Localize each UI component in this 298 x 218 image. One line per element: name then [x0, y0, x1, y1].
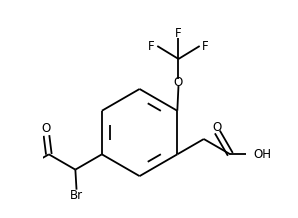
- Text: F: F: [202, 39, 209, 53]
- Text: O: O: [42, 122, 51, 135]
- Text: O: O: [213, 121, 222, 134]
- Text: O: O: [174, 76, 183, 89]
- Text: F: F: [148, 39, 155, 53]
- Text: F: F: [175, 27, 182, 40]
- Text: Br: Br: [70, 189, 83, 202]
- Text: OH: OH: [253, 148, 271, 161]
